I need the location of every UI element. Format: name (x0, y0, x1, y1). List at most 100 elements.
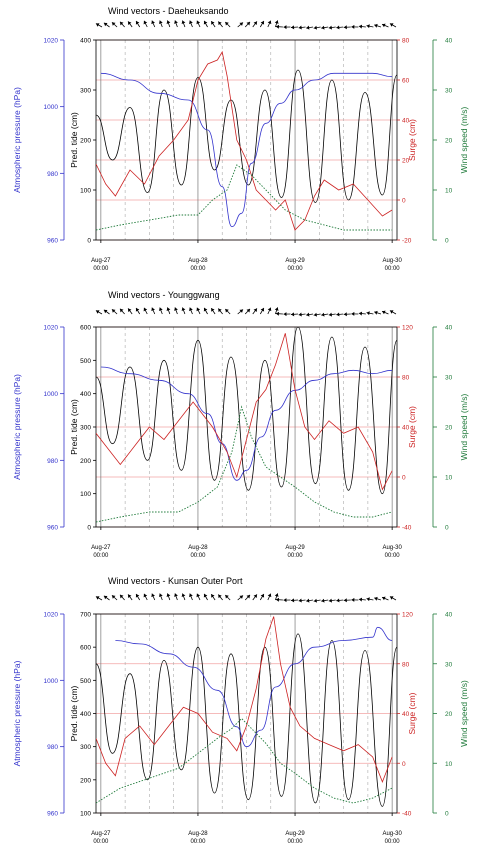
surge-series-line (96, 616, 393, 784)
wind-vector-arrowhead (111, 595, 116, 599)
wind-vector-arrowhead (343, 598, 347, 603)
wind-tick-label: 30 (445, 375, 453, 382)
wind-vector-arrowhead (298, 25, 302, 30)
surge-tick-label: 40 (402, 425, 410, 432)
pressure-tick-label: 1000 (44, 391, 59, 398)
wind-vector-arrowhead (343, 312, 347, 317)
tide-tick-label: 100 (80, 188, 91, 195)
wind-vector-arrowhead (291, 598, 295, 603)
wind-vector-arrowhead (211, 308, 215, 312)
wind-vector-arrows (95, 593, 397, 603)
wind-vector-arrowhead (225, 308, 229, 313)
pressure-tick-label: 1000 (44, 678, 59, 685)
wind-vector-arrowhead (166, 307, 171, 311)
wind-vector-arrowhead (128, 21, 132, 25)
wind-vector-arrowhead (111, 22, 116, 26)
wind-vector-arrowhead (239, 309, 244, 313)
wind-vector-arrowhead (151, 20, 155, 25)
wind-vector-arrowhead (358, 311, 363, 316)
x-tick-label-time: 00:00 (385, 266, 401, 272)
wind-tick-label: 40 (445, 38, 453, 45)
wind-vector-arrowhead (166, 593, 171, 597)
tide-tick-label: 300 (80, 744, 91, 751)
tide-tick-label: 200 (80, 138, 91, 145)
wind-vector-arrowhead (181, 593, 186, 597)
x-tick-label-time: 00:00 (288, 553, 304, 559)
wind-vector-arrowhead (203, 593, 208, 598)
tide-tick-label: 100 (80, 491, 91, 498)
tide-axis-title: Pred. tide (cm) (69, 685, 79, 741)
x-tick-label-time: 00:00 (385, 553, 401, 559)
wind-vector-arrowhead (267, 593, 272, 598)
wind-vector-arrows (95, 307, 397, 317)
wind-vector-arrowhead (274, 307, 279, 311)
pressure-tick-label: 1000 (44, 104, 59, 111)
x-tick-label-date: Aug-29 (285, 831, 305, 837)
wind-tick-label: 0 (445, 525, 449, 532)
wind-vector-arrowhead (389, 23, 394, 27)
tide-tick-label: 400 (80, 711, 91, 718)
wind-vector-arrowhead (321, 25, 325, 30)
pressure-tick-label: 1020 (44, 38, 59, 45)
wind-vector-arrowhead (246, 21, 251, 26)
wind-vector-arrowhead (211, 594, 215, 598)
wind-vector-arrowhead (135, 594, 140, 598)
surge-tick-label: 20 (402, 158, 410, 165)
wind-tick-label: 0 (445, 238, 449, 245)
pressure-axis-title: Atmospheric pressure (hPa) (12, 374, 22, 480)
wind-vector-arrowhead (95, 310, 100, 314)
chart-title: Wind vectors - Younggwang (108, 290, 220, 300)
pressure-tick-label: 960 (47, 525, 58, 532)
surge-tick-label: 60 (402, 78, 410, 85)
wind-vector-arrowhead (366, 597, 370, 602)
wind-tick-label: 10 (445, 761, 453, 768)
wind-vector-arrowhead (291, 25, 295, 30)
wind-vector-arrowhead (143, 593, 148, 598)
wind-vector-arrowhead (306, 312, 310, 317)
wind-vector-arrowhead (196, 593, 201, 598)
wind-vector-arrowhead (275, 597, 280, 602)
pressure-series-line (100, 366, 393, 481)
surge-axis-title: Surge (cm) (407, 119, 417, 161)
wind-vector-arrowhead (253, 308, 257, 312)
wind-vector-arrowhead (313, 25, 318, 30)
x-tick-label-time: 00:00 (93, 839, 109, 845)
tide-tick-label: 0 (87, 238, 91, 245)
wind-vector-arrowhead (211, 21, 215, 25)
x-tick-label-time: 00:00 (190, 266, 206, 272)
wind-tick-label: 10 (445, 475, 453, 482)
wind-vector-arrowhead (260, 307, 265, 312)
wind-vector-arrowhead (158, 593, 163, 598)
wind-vector-arrowhead (239, 595, 244, 599)
x-tick-label-time: 00:00 (288, 839, 304, 845)
pressure-series-line (115, 626, 393, 748)
x-tick-label-time: 00:00 (190, 839, 206, 845)
wind-vector-arrowhead (374, 596, 378, 601)
chart-title: Wind vectors - Kunsan Outer Port (108, 576, 243, 586)
surge-tick-label: -20 (402, 238, 412, 245)
wind-vector-arrowhead (267, 307, 272, 312)
wind-vector-arrowhead (389, 596, 394, 600)
wind-vector-arrowhead (218, 308, 222, 313)
wind-vector-arrowhead (382, 596, 386, 601)
wind-vector-arrowhead (275, 24, 280, 29)
pressure-tick-label: 1020 (44, 325, 59, 332)
pressure-tick-label: 980 (47, 458, 58, 465)
wind-vector-arrowhead (111, 309, 116, 313)
series-group (96, 616, 397, 807)
wind-vector-arrowhead (246, 308, 251, 313)
x-tick-label-date: Aug-27 (91, 258, 111, 264)
wind-tick-label: 20 (445, 425, 453, 432)
wind-vector-arrowhead (306, 598, 310, 603)
wind-vector-arrowhead (351, 24, 355, 29)
wind-vector-arrowhead (225, 594, 229, 599)
wind-vector-arrowhead (283, 312, 287, 317)
wind-vector-arrowhead (374, 23, 378, 28)
wind-tick-label: 10 (445, 188, 453, 195)
wind-vector-arrowhead (298, 312, 302, 317)
wind-vector-arrowhead (382, 310, 386, 315)
wind-vector-arrowhead (103, 309, 108, 314)
pressure-tick-label: 980 (47, 171, 58, 178)
wind-vector-arrowhead (143, 20, 148, 25)
